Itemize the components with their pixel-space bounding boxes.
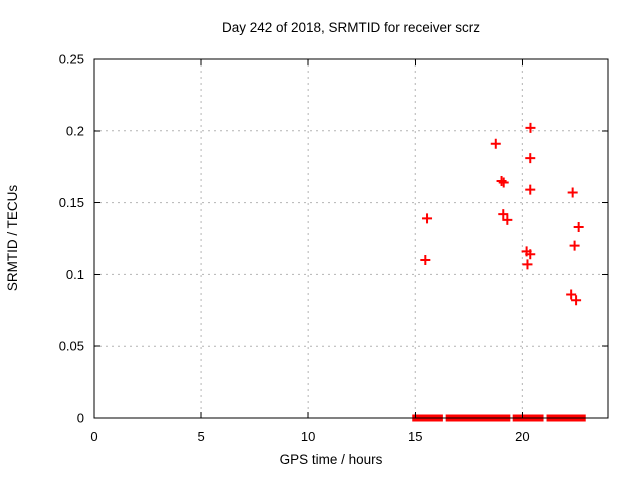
data-point-marker bbox=[522, 259, 533, 270]
y-tick-label: 0.1 bbox=[66, 267, 84, 282]
data-point-marker bbox=[496, 176, 507, 187]
data-point-marker bbox=[567, 187, 578, 198]
data-point-marker bbox=[569, 240, 580, 251]
y-tick-label: 0.25 bbox=[59, 52, 84, 67]
y-tick-label: 0.05 bbox=[59, 339, 84, 354]
x-axis-label: GPS time / hours bbox=[279, 452, 383, 467]
x-tick-label: 5 bbox=[197, 429, 204, 444]
plot-border bbox=[93, 58, 609, 419]
x-tick-label: 10 bbox=[301, 429, 315, 444]
data-point-marker bbox=[502, 214, 513, 225]
data-point-marker bbox=[566, 289, 577, 300]
data-point-marker bbox=[525, 153, 536, 164]
data-point-marker bbox=[525, 122, 536, 133]
chart-title: Day 242 of 2018, SRMTID for receiver scr… bbox=[221, 20, 481, 35]
x-tick-label: 0 bbox=[90, 429, 97, 444]
y-tick-label: 0 bbox=[77, 411, 84, 426]
x-tick-label: 15 bbox=[408, 429, 422, 444]
y-tick-label: 0.15 bbox=[59, 195, 84, 210]
x-tick-label: 20 bbox=[515, 429, 529, 444]
data-point-marker bbox=[525, 249, 536, 260]
data-point-marker bbox=[420, 255, 431, 266]
data-point-marker bbox=[498, 209, 509, 220]
y-tick-label: 0.2 bbox=[66, 123, 84, 138]
data-point-marker bbox=[571, 295, 582, 306]
data-point-marker bbox=[498, 177, 509, 188]
data-point-marker bbox=[525, 184, 536, 195]
data-point-marker bbox=[573, 222, 584, 233]
data-point-marker bbox=[490, 138, 501, 149]
data-point-marker bbox=[422, 213, 433, 224]
